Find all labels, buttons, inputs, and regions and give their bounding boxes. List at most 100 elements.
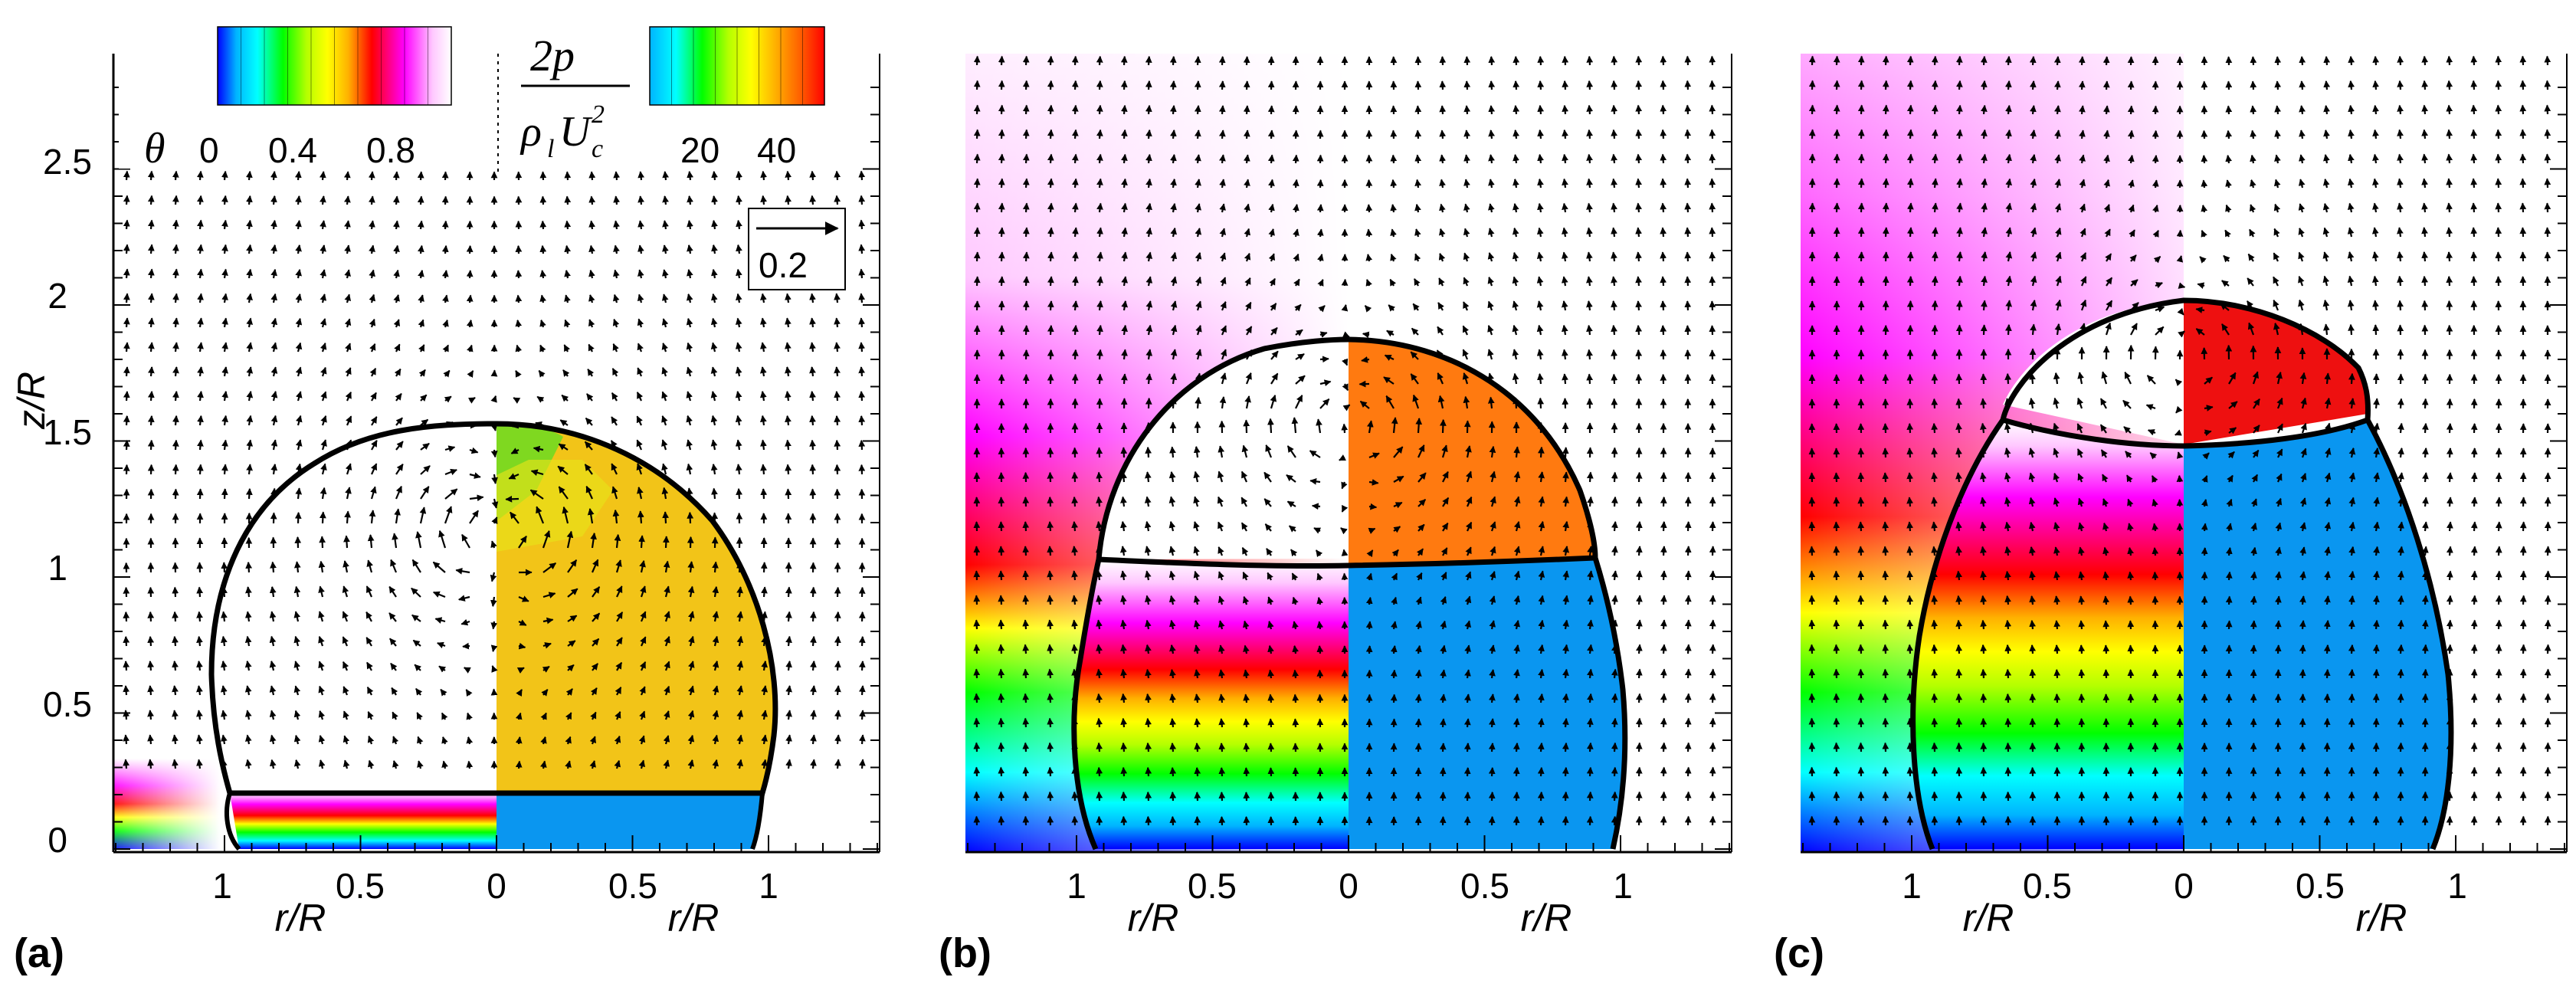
velocity-vector bbox=[1384, 354, 1395, 361]
velocity-vector bbox=[1295, 395, 1303, 409]
velocity-vector bbox=[998, 325, 1005, 336]
velocity-vector bbox=[540, 760, 547, 769]
velocity-vector bbox=[785, 342, 791, 352]
velocity-vector bbox=[1168, 595, 1176, 605]
velocity-vector bbox=[466, 320, 474, 328]
velocity-vector bbox=[2199, 256, 2207, 264]
theta-symbol: θ bbox=[144, 125, 166, 172]
velocity-vector bbox=[460, 618, 470, 626]
velocity-vector bbox=[1955, 104, 1963, 115]
velocity-vector bbox=[1562, 546, 1570, 556]
velocity-vector bbox=[2495, 251, 2502, 262]
velocity-vector bbox=[2054, 179, 2062, 189]
velocity-vector bbox=[686, 342, 693, 352]
velocity-vector bbox=[2519, 619, 2527, 630]
velocity-vector bbox=[269, 635, 277, 647]
velocity-vector bbox=[1341, 304, 1349, 312]
velocity-vector bbox=[1660, 791, 1667, 802]
velocity-vector bbox=[1709, 595, 1716, 605]
velocity-vector bbox=[1956, 227, 1963, 238]
velocity-vector bbox=[1562, 251, 1568, 262]
velocity-vector bbox=[246, 415, 254, 426]
velocity-vector bbox=[1611, 496, 1618, 507]
velocity-vector bbox=[1586, 178, 1593, 189]
velocity-vector bbox=[1955, 619, 1963, 630]
velocity-vector bbox=[444, 395, 452, 403]
velocity-vector bbox=[2470, 104, 2478, 115]
velocity-vector bbox=[1981, 178, 1988, 189]
velocity-vector bbox=[1487, 276, 1495, 287]
velocity-vector bbox=[2250, 620, 2257, 630]
velocity-vector bbox=[1684, 717, 1692, 728]
velocity-vector bbox=[2397, 104, 2404, 115]
velocity-vector bbox=[711, 219, 718, 230]
velocity-vector bbox=[858, 464, 866, 475]
velocity-vector bbox=[2004, 668, 2012, 679]
velocity-vector bbox=[2201, 547, 2208, 556]
velocity-vector bbox=[566, 530, 574, 549]
velocity-vector bbox=[973, 104, 981, 115]
velocity-vector bbox=[809, 586, 817, 598]
velocity-vector bbox=[2372, 324, 2380, 336]
velocity-vector bbox=[419, 394, 428, 402]
velocity-vector bbox=[469, 472, 481, 479]
velocity-vector bbox=[640, 585, 647, 598]
velocity-vector bbox=[1464, 620, 1472, 630]
velocity-vector bbox=[1808, 153, 1816, 164]
velocity-vector-field bbox=[1808, 55, 2551, 826]
velocity-vector bbox=[269, 759, 277, 769]
velocity-vector bbox=[1316, 418, 1322, 434]
velocity-vector bbox=[1635, 815, 1643, 826]
velocity-vector bbox=[197, 293, 204, 303]
velocity-vector bbox=[1219, 203, 1226, 213]
velocity-vector bbox=[562, 506, 569, 524]
velocity-vector bbox=[441, 195, 449, 205]
velocity-vector bbox=[442, 344, 449, 352]
velocity-vector bbox=[2078, 56, 2086, 66]
velocity-vector bbox=[1390, 179, 1398, 189]
velocity-vector bbox=[221, 415, 228, 426]
velocity-vector bbox=[687, 269, 693, 279]
velocity-vector bbox=[1195, 228, 1202, 238]
velocity-vector bbox=[1808, 55, 1816, 66]
velocity-vector bbox=[221, 439, 228, 451]
velocity-vector bbox=[1981, 251, 1988, 262]
velocity-vector bbox=[441, 220, 449, 230]
velocity-vector bbox=[1169, 791, 1177, 802]
velocity-vector bbox=[320, 366, 327, 377]
velocity-vector bbox=[2348, 153, 2355, 164]
velocity-vector bbox=[1463, 252, 1470, 262]
velocity-vector bbox=[858, 759, 866, 769]
velocity-vector bbox=[2323, 154, 2330, 164]
velocity-vector bbox=[2372, 373, 2380, 385]
pressure-rho: ρ bbox=[519, 108, 542, 156]
velocity-vector bbox=[342, 686, 349, 696]
velocity-vector bbox=[1586, 202, 1593, 213]
velocity-vector bbox=[1441, 522, 1449, 532]
velocity-vector bbox=[1244, 252, 1251, 262]
velocity-vector bbox=[2324, 595, 2331, 605]
velocity-vector bbox=[1882, 717, 1889, 728]
velocity-vector bbox=[1463, 203, 1470, 213]
velocity-vector bbox=[2102, 80, 2110, 90]
velocity-vector bbox=[441, 712, 448, 720]
velocity-vector bbox=[1438, 253, 1446, 262]
velocity-vector bbox=[1022, 496, 1030, 507]
velocity-vector bbox=[1906, 472, 1914, 483]
velocity-vector bbox=[1635, 300, 1643, 311]
velocity-vector bbox=[1537, 397, 1545, 409]
velocity-vector bbox=[2397, 275, 2404, 287]
velocity-vector bbox=[1244, 228, 1251, 238]
velocity-vector bbox=[2004, 693, 2012, 703]
velocity-vector bbox=[810, 661, 817, 671]
velocity-vector bbox=[2053, 80, 2061, 90]
velocity-vector bbox=[585, 417, 593, 426]
velocity-vector bbox=[810, 734, 817, 745]
velocity-vector bbox=[2322, 323, 2330, 336]
velocity-vector bbox=[536, 395, 545, 403]
velocity-vector bbox=[1047, 276, 1054, 287]
velocity-vector bbox=[2519, 202, 2527, 213]
velocity-vector bbox=[388, 612, 397, 622]
velocity-vector bbox=[2373, 595, 2380, 605]
velocity-vector bbox=[2152, 523, 2159, 532]
